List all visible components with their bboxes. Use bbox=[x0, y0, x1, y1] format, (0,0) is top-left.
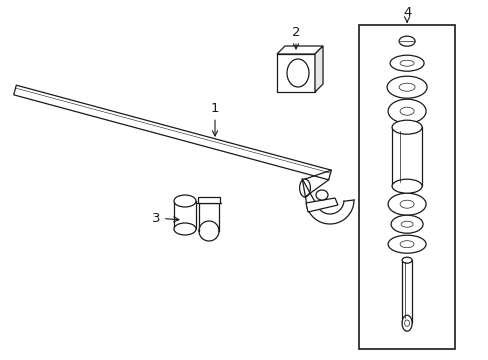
Bar bbox=[198, 197, 220, 203]
Ellipse shape bbox=[389, 55, 423, 71]
Polygon shape bbox=[305, 198, 337, 212]
Ellipse shape bbox=[391, 179, 421, 193]
Ellipse shape bbox=[398, 36, 414, 46]
Text: 4: 4 bbox=[402, 5, 410, 22]
Ellipse shape bbox=[391, 120, 421, 134]
Text: 2: 2 bbox=[291, 26, 300, 49]
Bar bbox=[391, 127, 421, 186]
Ellipse shape bbox=[390, 215, 422, 233]
Ellipse shape bbox=[404, 320, 409, 327]
Ellipse shape bbox=[400, 221, 412, 227]
Polygon shape bbox=[314, 46, 323, 92]
Text: 3: 3 bbox=[151, 212, 179, 225]
Ellipse shape bbox=[286, 59, 308, 87]
Ellipse shape bbox=[401, 257, 411, 263]
Ellipse shape bbox=[387, 235, 425, 253]
Ellipse shape bbox=[398, 83, 414, 91]
Text: 1: 1 bbox=[210, 102, 219, 136]
Ellipse shape bbox=[174, 223, 196, 235]
Ellipse shape bbox=[399, 241, 413, 248]
Ellipse shape bbox=[299, 179, 310, 197]
Ellipse shape bbox=[399, 60, 413, 66]
Polygon shape bbox=[14, 85, 331, 180]
Bar bbox=[401, 260, 411, 323]
Ellipse shape bbox=[399, 107, 413, 115]
Bar bbox=[174, 201, 196, 229]
Bar bbox=[359, 25, 454, 349]
Polygon shape bbox=[276, 46, 323, 54]
Ellipse shape bbox=[315, 190, 327, 200]
Ellipse shape bbox=[399, 200, 413, 208]
Ellipse shape bbox=[386, 76, 426, 98]
Bar bbox=[276, 54, 314, 92]
Ellipse shape bbox=[174, 195, 196, 207]
Ellipse shape bbox=[401, 315, 411, 331]
Ellipse shape bbox=[387, 99, 425, 123]
Ellipse shape bbox=[387, 193, 425, 215]
